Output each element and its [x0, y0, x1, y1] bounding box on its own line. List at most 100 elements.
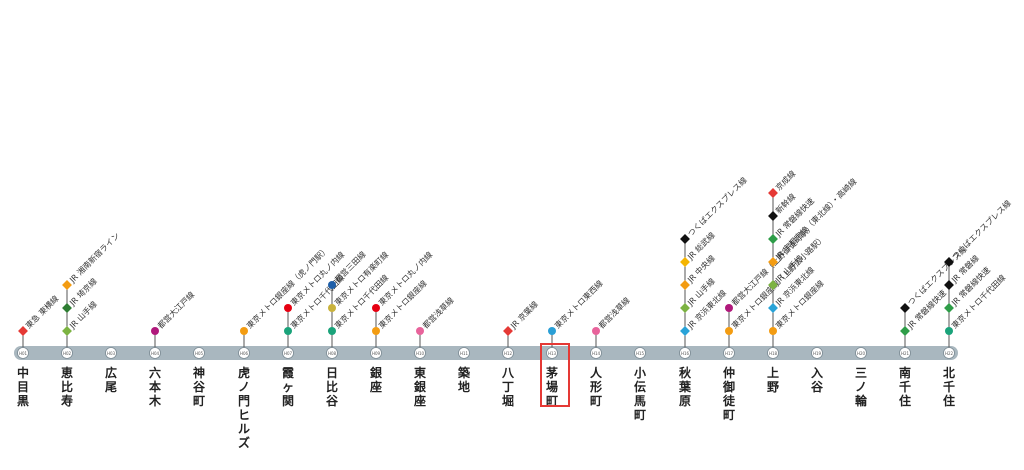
transfer-marker-diamond — [680, 257, 690, 267]
transfer-marker-diamond — [768, 303, 778, 313]
station-marker[interactable] — [679, 347, 691, 359]
station-name[interactable]: 秋葉原 — [678, 366, 691, 408]
station-name[interactable]: 三ノ輪 — [854, 366, 867, 408]
transfer-line-label: つくばエクスプレス線 — [949, 198, 1012, 261]
station-code: H10 — [416, 351, 425, 356]
station-code: H16 — [681, 351, 690, 356]
station-name[interactable]: 広尾 — [104, 366, 117, 394]
station-name[interactable]: 東銀座 — [413, 366, 426, 408]
station-name[interactable]: 神谷町 — [192, 366, 205, 408]
station-marker[interactable] — [855, 347, 867, 359]
station-marker[interactable] — [811, 347, 823, 359]
transfer-marker-diamond — [680, 326, 690, 336]
station-marker[interactable] — [943, 347, 955, 359]
transfer-marker-circle — [769, 327, 777, 335]
station-code: H21 — [901, 351, 910, 356]
station-name[interactable]: 日比谷 — [325, 366, 338, 408]
station-code: H06 — [240, 351, 249, 356]
transfer-marker-circle — [328, 327, 336, 335]
transfer-marker-diamond — [680, 280, 690, 290]
transfer-marker-diamond — [768, 234, 778, 244]
station-code: H08 — [328, 351, 337, 356]
station-code: H17 — [725, 351, 734, 356]
transfer-line-label: 都営浅草線 — [420, 295, 455, 330]
transfer-marker-diamond — [503, 326, 513, 336]
transfer-marker-circle — [240, 327, 248, 335]
station-name[interactable]: 銀座 — [369, 366, 382, 394]
station-name[interactable]: 霞ヶ関 — [281, 366, 294, 408]
station-marker[interactable] — [326, 347, 338, 359]
transfer-line-label: つくばエクスプレス線 — [685, 175, 748, 238]
transfer-marker-circle — [945, 327, 953, 335]
transfer-marker-circle — [284, 327, 292, 335]
transfer-marker-circle — [416, 327, 424, 335]
station-marker[interactable] — [238, 347, 250, 359]
station-name[interactable]: 小伝馬町 — [633, 366, 646, 422]
station-name[interactable]: 入谷 — [810, 366, 823, 394]
station-marker[interactable] — [282, 347, 294, 359]
station-marker[interactable] — [105, 347, 117, 359]
transfer-line-label: 京成線 — [773, 168, 797, 192]
selected-station-highlight — [540, 343, 570, 407]
transfer-marker-circle — [328, 281, 336, 289]
station-name[interactable]: 北千住 — [942, 366, 955, 408]
station-code: H22 — [945, 351, 954, 356]
station-name[interactable]: 八丁堀 — [501, 366, 514, 408]
station-code: H13 — [548, 351, 557, 356]
transfer-marker-circle — [725, 327, 733, 335]
station-code: H07 — [284, 351, 293, 356]
station-marker[interactable] — [370, 347, 382, 359]
station-marker[interactable] — [149, 347, 161, 359]
transfer-line-label: JR 京浜東北線 — [685, 288, 728, 331]
transfer-line-label: 都営大江戸線 — [155, 289, 196, 330]
station-marker[interactable] — [723, 347, 735, 359]
station-name[interactable]: 仲御徒町 — [722, 366, 735, 422]
station-code: H18 — [769, 351, 778, 356]
station-marker[interactable] — [590, 347, 602, 359]
station-name[interactable]: 築地 — [457, 366, 470, 394]
transfer-marker-diamond — [768, 280, 778, 290]
transfer-marker-circle — [372, 327, 380, 335]
station-marker[interactable] — [502, 347, 514, 359]
transfer-marker-circle — [284, 304, 292, 312]
station-name[interactable]: 上野 — [766, 366, 779, 394]
station-code: H01 — [19, 351, 28, 356]
station-code: H11 — [460, 351, 469, 356]
station-marker[interactable] — [414, 347, 426, 359]
station-marker[interactable] — [634, 347, 646, 359]
transfer-line-label: JR 京葉線 — [508, 299, 540, 331]
station-name[interactable]: 中目黒 — [16, 366, 29, 408]
station-marker[interactable] — [193, 347, 205, 359]
transfer-marker-circle — [592, 327, 600, 335]
station-marker[interactable] — [61, 347, 73, 359]
transfer-line-label: 東急 東横線 — [23, 293, 60, 330]
transfer-marker-diamond — [944, 257, 954, 267]
station-code: H02 — [63, 351, 72, 356]
transfer-marker-diamond — [900, 326, 910, 336]
transfer-line-label: 都営浅草線 — [596, 295, 631, 330]
station-marker[interactable] — [458, 347, 470, 359]
station-marker[interactable] — [767, 347, 779, 359]
station-code: H14 — [592, 351, 601, 356]
station-name[interactable]: 南千住 — [898, 366, 911, 408]
station-code: H15 — [636, 351, 645, 356]
transfer-line-label: JR 湘南新宿ライン — [67, 230, 122, 285]
station-code: H03 — [107, 351, 116, 356]
station-name[interactable]: 虎ノ門ヒルズ — [237, 366, 250, 450]
station-name[interactable]: 茅場町 — [545, 366, 558, 408]
station-name[interactable]: 六本木 — [148, 366, 161, 408]
transfer-line-label: 東京メトロ銀座線（虎ノ門駅） — [244, 244, 330, 330]
station-marker[interactable] — [899, 347, 911, 359]
transfer-marker-diamond — [680, 234, 690, 244]
transfer-marker-circle — [548, 327, 556, 335]
transfer-marker-diamond — [944, 303, 954, 313]
transfer-line-label: JR 常磐線快速 — [905, 288, 948, 331]
hibiya-line-bar — [14, 346, 958, 360]
station-marker[interactable] — [17, 347, 29, 359]
station-name[interactable]: 人形町 — [589, 366, 602, 408]
station-marker[interactable] — [546, 347, 558, 359]
transfer-marker-circle — [328, 304, 336, 312]
transfer-marker-diamond — [768, 257, 778, 267]
station-name[interactable]: 恵比寿 — [60, 366, 73, 408]
